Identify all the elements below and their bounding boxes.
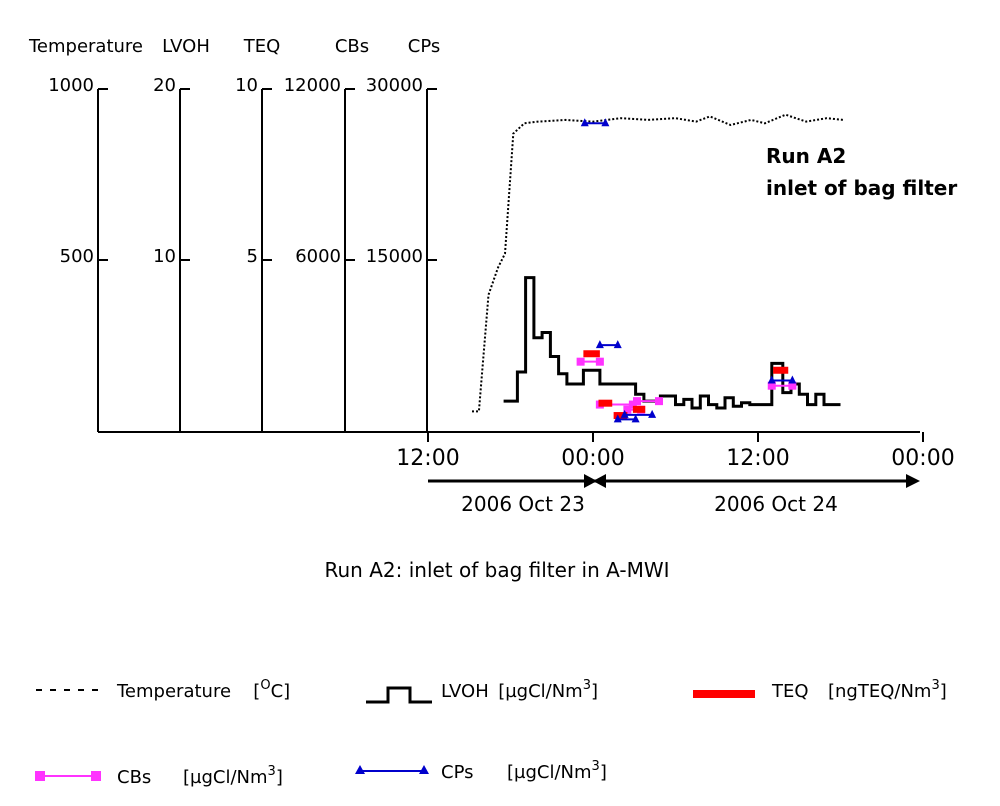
date-label-oct24: 2006 Oct 24 [714,492,838,516]
series-cps-marker [767,375,776,384]
series-cbs-marker [767,381,776,390]
x-tick-label: 12:00 [726,446,789,471]
series [472,113,844,423]
legend-label: CPs [441,762,473,783]
legend-swatch-marker [419,765,429,774]
series-cbs-marker [628,400,637,409]
legend-swatch-marker [91,771,101,781]
axis-tick-label: 500 [60,246,94,267]
series-cbs-marker [576,357,585,366]
legend-item-lvoh: LVOH [µgCl/Nm3] [366,678,598,704]
axis-tick-label: 15000 [366,246,423,267]
axis-tick-label: 10 [235,75,258,96]
x-tick-label: 00:00 [561,446,624,471]
chart-caption: Run A2: inlet of bag filter in A-MWI [325,558,670,582]
date-arrow-head-right [906,474,920,488]
legend-unit: [ngTEQ/Nm3] [828,678,947,702]
axis-tick-label: 1000 [48,75,94,96]
y-axes: Temperature 1000 500 LVOH 20 10 TEQ 10 5 CBs 12000… [28,36,440,432]
series-cps-marker [613,340,622,349]
series-cbs-marker [788,381,797,390]
date-arrow-head-mid-back [593,474,606,488]
axis-tick-label: 5 [247,246,258,267]
legend-item-cbs: CBs [µgCl/Nm3] [35,764,283,788]
annotation-location: inlet of bag filter [766,176,957,200]
series-cps-marker [595,340,604,349]
date-label-oct23: 2006 Oct 23 [461,492,585,516]
x-tick-label: 12:00 [396,446,459,471]
series-cps-marker [613,414,622,423]
x-axis-ticks: 12:00 00:00 12:00 00:00 [396,432,955,471]
series-cbs-marker [623,405,632,414]
series-cbs-marker [595,357,604,366]
series-cps-marker [631,414,640,423]
legend-label: CBs [117,767,151,788]
axis-tick-label: 30000 [366,75,423,96]
annotation-run: Run A2 [766,144,846,168]
series-cps-marker [788,375,797,384]
date-arrows: 2006 Oct 23 2006 Oct 24 [428,474,920,516]
legend-unit: [µgCl/Nm3] [183,764,283,788]
legend-item-teq: TEQ [ngTEQ/Nm3] [693,678,947,702]
axis-header-lvoh: LVOH [162,36,210,57]
legend-unit: [µgCl/Nm3] [507,759,607,783]
series-cps-marker [620,409,629,418]
x-tick-label: 00:00 [891,446,954,471]
axis-header-cbs: CBs [335,36,369,57]
axis-header-cps: CPs [408,36,440,57]
axis-tick-label: 6000 [295,246,341,267]
series-cbs-marker [633,397,641,406]
date-arrow-head-mid [584,474,597,488]
legend-unit: [OC] [253,678,290,702]
series-cbs-marker [655,397,663,406]
legend-item-cps: CPs [µgCl/Nm3] [355,759,607,783]
legend-swatch-marker [355,765,365,774]
series-cps-marker [580,118,589,127]
legend-swatch-marker [35,771,45,781]
legend-item-temperature: Temperature [OC] [36,678,290,702]
series-cps-marker [648,409,657,418]
axis-tick-label: 12000 [284,75,341,96]
legend: Temperature [OC] LVOH [µgCl/Nm3] TEQ [ngTEQ/N… [35,678,947,788]
series-cps-marker [601,118,610,127]
legend-unit: [µgCl/Nm3] [498,678,598,702]
series-temperature-line [472,113,844,413]
legend-label: LVOH [441,681,489,702]
axis-header-temperature: Temperature [28,36,143,57]
legend-label: Temperature [116,681,231,702]
axis-tick-label: 10 [153,246,176,267]
series-lvoh-line [503,276,841,410]
axis-header-teq: TEQ [243,36,281,57]
legend-swatch [366,686,432,704]
axis-tick-label: 20 [153,75,176,96]
legend-label: TEQ [771,681,809,702]
